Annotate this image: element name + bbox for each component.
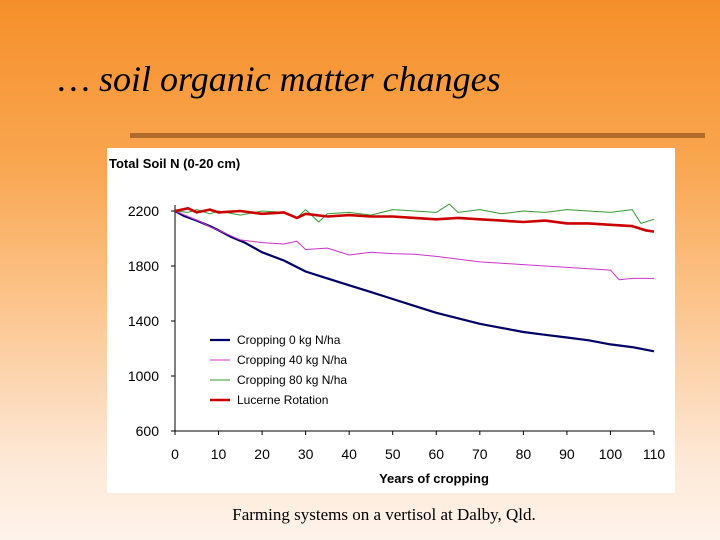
x-tick-label: 110 bbox=[643, 446, 666, 462]
x-tick-label: 20 bbox=[254, 446, 270, 462]
y-tick-label: 1800 bbox=[128, 258, 159, 274]
series-line-1 bbox=[174, 210, 655, 353]
series-line-2 bbox=[174, 210, 654, 281]
x-tick-label: 0 bbox=[171, 446, 179, 462]
series-lines bbox=[174, 203, 655, 353]
x-tick-label: 100 bbox=[599, 446, 623, 462]
x-tick-label: 80 bbox=[516, 446, 532, 462]
x-tick-label: 70 bbox=[472, 446, 488, 462]
y-tick-label: 600 bbox=[136, 423, 160, 439]
chart-panel: Total Soil N (0-20 cm) Years of cropping… bbox=[107, 148, 675, 493]
x-tick-label: 10 bbox=[211, 446, 227, 462]
y-tick-label: 1000 bbox=[128, 368, 159, 384]
legend-label: Cropping 0 kg N/ha bbox=[237, 333, 341, 347]
legend: Cropping 0 kg N/ha Cropping 40 kg N/ha Cro… bbox=[210, 333, 347, 407]
x-axis-title: Years of cropping bbox=[379, 471, 489, 486]
x-tick-label: 90 bbox=[559, 446, 575, 462]
title-divider bbox=[130, 133, 705, 138]
slide-title: … soil organic matter changes bbox=[58, 59, 501, 99]
chart-title: Total Soil N (0-20 cm) bbox=[109, 156, 240, 171]
line-chart: Total Soil N (0-20 cm) Years of cropping… bbox=[109, 156, 666, 486]
slide-caption: Farming systems on a vertisol at Dalby, … bbox=[232, 505, 536, 524]
x-tick-label: 50 bbox=[385, 446, 401, 462]
x-tick-label: 60 bbox=[428, 446, 444, 462]
series-line-3 bbox=[174, 203, 655, 224]
axes: 600 1000 1400 1800 2200 0 10 20 30 40 50 60 70 80 90 10… bbox=[128, 203, 666, 462]
legend-label: Cropping 80 kg N/ha bbox=[237, 373, 347, 387]
legend-label: Cropping 40 kg N/ha bbox=[237, 353, 347, 367]
legend-label: Lucerne Rotation bbox=[237, 393, 328, 407]
y-tick-label: 2200 bbox=[128, 203, 159, 219]
series-line-4 bbox=[174, 206, 655, 233]
x-tick-label: 30 bbox=[298, 446, 314, 462]
y-tick-label: 1400 bbox=[128, 313, 159, 329]
x-tick-label: 40 bbox=[341, 446, 357, 462]
